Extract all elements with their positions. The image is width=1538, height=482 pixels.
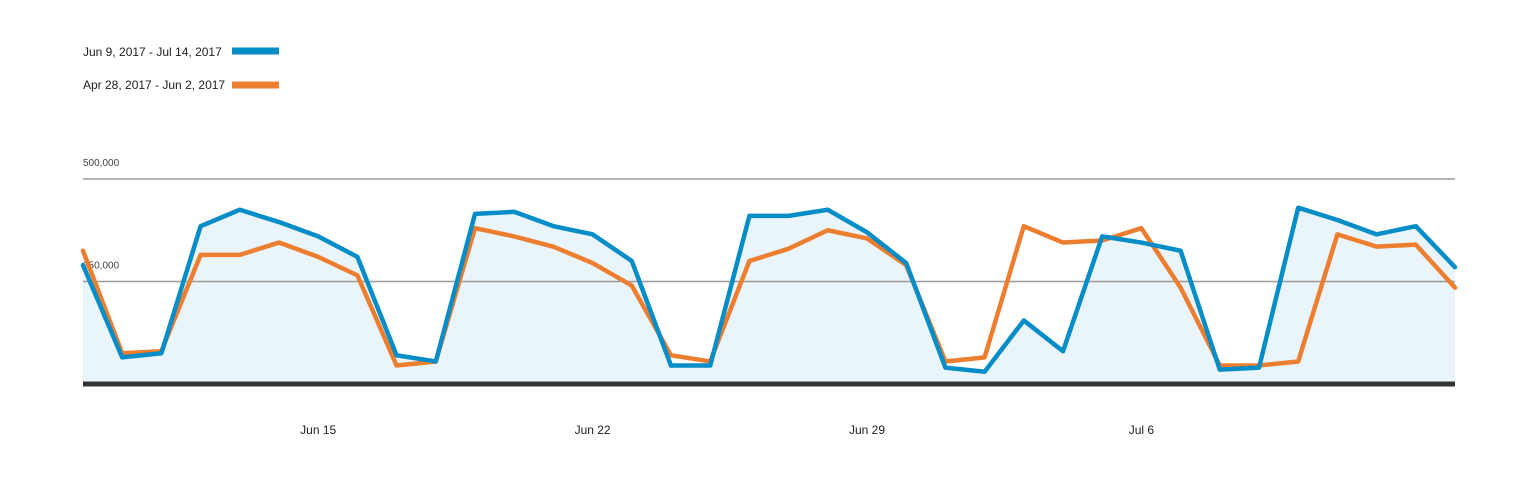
- y-tick-label: 250,000: [83, 261, 120, 272]
- y-tick-label: 500,000: [83, 158, 120, 169]
- series-1-area: [83, 207, 1455, 384]
- x-tick-label: Jun 29: [849, 423, 885, 437]
- x-tick-label: Jun 22: [575, 423, 611, 437]
- plot-area: 500,000 250,000 Jun 15 Jun 22 Jun 29 Jul 6: [80, 158, 1458, 437]
- x-tick-label: Jun 15: [300, 423, 336, 437]
- series-2-line: [80, 223, 1458, 368]
- legend: Jun 9, 2017 - Jul 14, 2017 Apr 28, 2017 …: [83, 45, 279, 92]
- legend-label-series-1: Jun 9, 2017 - Jul 14, 2017: [83, 45, 222, 59]
- x-tick-label: Jul 6: [1129, 423, 1155, 437]
- legend-label-series-2: Apr 28, 2017 - Jun 2, 2017: [83, 78, 225, 92]
- series-1-line: [80, 205, 1458, 374]
